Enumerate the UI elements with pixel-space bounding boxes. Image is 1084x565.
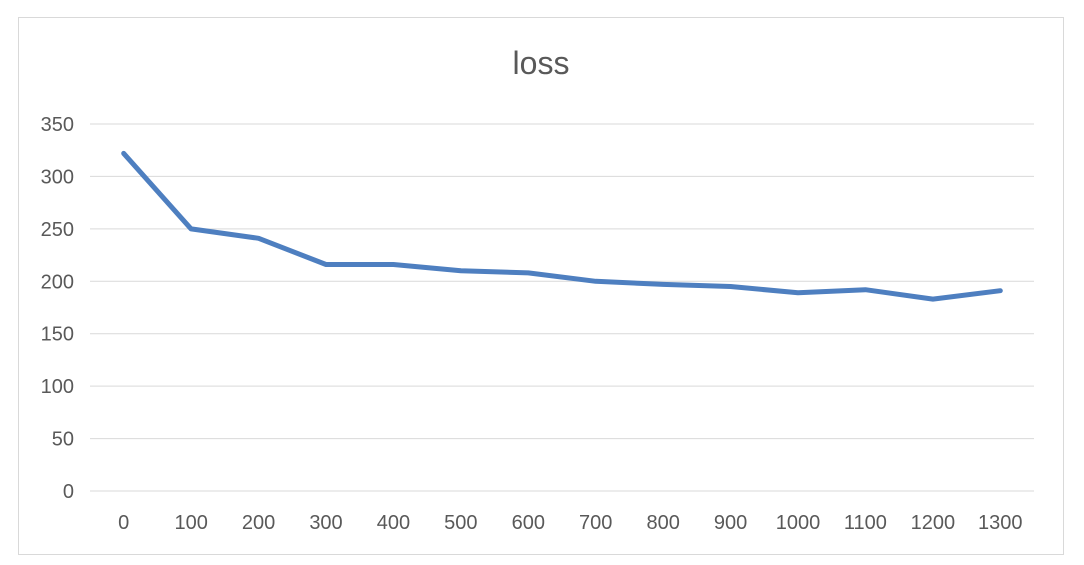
x-tick-label: 1200: [911, 512, 956, 534]
x-tick-label: 200: [242, 512, 275, 534]
x-tick-label: 1100: [844, 512, 887, 534]
x-tick-label: 600: [512, 512, 545, 534]
x-tick-label: 1300: [978, 512, 1023, 534]
y-tick-label: 350: [41, 114, 74, 136]
data-point: [930, 297, 935, 302]
y-tick-label: 50: [52, 429, 74, 451]
data-point: [661, 282, 666, 287]
data-point: [728, 284, 733, 289]
y-tick-label: 0: [63, 481, 74, 503]
x-tick-label: 900: [714, 512, 747, 534]
x-tick-label: 300: [309, 512, 342, 534]
y-tick-label: 100: [41, 376, 74, 398]
x-tick-label: 1000: [776, 512, 821, 534]
data-point: [324, 262, 328, 267]
gridlines: [90, 123, 1034, 492]
x-tick-label: 700: [579, 512, 612, 534]
data-point: [256, 236, 261, 241]
y-tick-label: 150: [41, 324, 74, 346]
data-point: [391, 262, 396, 267]
data-point: [526, 270, 531, 275]
x-tick-label: 100: [174, 512, 207, 534]
data-point: [998, 288, 1003, 293]
x-axis-tick-labels: 0 100 200 300 400 500 600 700 800 900 1000 1100 1200…: [118, 512, 1022, 534]
y-tick-label: 300: [41, 166, 74, 188]
x-tick-label: 0: [118, 512, 129, 534]
y-tick-label: 250: [41, 219, 74, 241]
data-point: [189, 226, 194, 231]
data-point: [863, 287, 868, 292]
data-point: [796, 290, 800, 295]
chart-frame: [18, 17, 1064, 555]
series-layer: [121, 150, 1003, 302]
y-tick-label: 200: [41, 271, 74, 293]
data-point: [121, 151, 126, 156]
x-tick-label: 800: [646, 512, 679, 534]
data-point: [593, 279, 598, 284]
chart-title: loss: [513, 45, 570, 81]
x-tick-label: 500: [444, 512, 477, 534]
data-point: [458, 268, 463, 273]
series-line-0: [121, 150, 1003, 302]
y-axis-tick-labels: 0 50 100 150 200 250 300 350: [41, 114, 74, 503]
x-tick-label: 400: [377, 512, 410, 534]
